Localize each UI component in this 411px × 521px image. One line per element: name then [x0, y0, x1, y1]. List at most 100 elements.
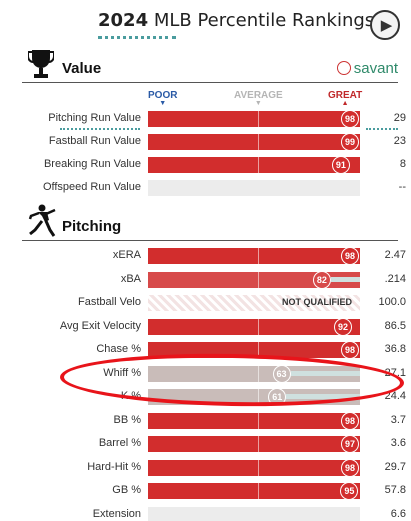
page-header: 2024 MLB Percentile Rankings ▶	[0, 0, 411, 44]
percentile-circle: 99	[341, 133, 359, 151]
percentile-track: 91	[148, 156, 360, 174]
metric-label[interactable]: K %	[120, 390, 141, 402]
average-line	[258, 134, 259, 150]
metric-label[interactable]: Breaking Run Value	[43, 158, 141, 170]
metric-value: --	[398, 181, 406, 193]
average-line	[258, 412, 259, 429]
percentile-bar	[148, 365, 360, 382]
percentile-circle: 98	[341, 411, 359, 430]
percentile-row: Chase % 98 36.8	[0, 339, 411, 361]
metric-label[interactable]: xERA	[112, 249, 141, 261]
pitching-section-header: Pitching	[22, 204, 398, 242]
metric-value: 100.0	[378, 296, 406, 308]
metric-value: 2.47	[384, 249, 406, 261]
percentile-circle: 61	[268, 388, 287, 406]
percentile-row: Fastball Run Value 99 23	[0, 131, 411, 153]
metric-label[interactable]: Fastball Velo	[78, 296, 141, 308]
page-title: 2024 MLB Percentile Rankings	[98, 10, 375, 31]
savant-logo[interactable]: savant	[336, 60, 398, 77]
percentile-row: Barrel % 97 3.6	[0, 433, 411, 455]
percentile-remainder	[330, 276, 360, 282]
percentile-track: 61	[148, 388, 360, 406]
percentile-circle: 98	[341, 110, 359, 128]
metric-value: 29.7	[384, 460, 406, 473]
metric-label[interactable]: Avg Exit Velocity	[59, 319, 141, 332]
percentile-row: BB % 98 3.7	[0, 410, 411, 432]
percentile-circle: 98	[341, 247, 359, 265]
percentile-remainder	[290, 370, 360, 376]
metric-label[interactable]: Fastball Run Value	[48, 135, 141, 147]
play-button[interactable]: ▶	[370, 10, 400, 40]
section-title-pitching: Pitching	[62, 218, 122, 235]
percentile-track: 92	[148, 317, 360, 336]
percentile-row: GB % 95 57.8	[0, 480, 411, 502]
average-line	[258, 248, 259, 264]
percentile-bar	[148, 248, 360, 264]
metric-value: 23	[393, 135, 406, 147]
percentile-bar	[148, 342, 360, 358]
metric-label[interactable]: Barrel %	[98, 437, 141, 449]
percentile-bar	[148, 436, 360, 452]
percentile-track: 82	[148, 270, 360, 289]
percentile-track: 63	[148, 364, 360, 383]
percentile-bar	[148, 459, 360, 476]
metric-value: 27.1	[384, 366, 406, 379]
percentile-remainder	[286, 394, 360, 399]
metric-value: 36.8	[384, 343, 406, 355]
pitcher-icon	[28, 204, 56, 237]
metric-label[interactable]: GB %	[112, 484, 141, 496]
metric-label[interactable]: Extension	[92, 507, 141, 520]
title-underline	[98, 36, 176, 39]
average-line	[258, 157, 259, 173]
metric-label[interactable]: xBA	[120, 272, 141, 285]
value-section-header: Value savant	[22, 50, 398, 88]
percentile-bar	[148, 157, 360, 173]
percentile-row: Breaking Run Value 91 8	[0, 154, 411, 176]
label-underline	[60, 128, 140, 130]
trophy-icon	[28, 50, 54, 78]
section-divider	[22, 240, 398, 241]
metric-label[interactable]: Offspeed Run Value	[42, 181, 141, 193]
play-icon: ▶	[380, 16, 393, 34]
metric-value: 86.5	[384, 319, 406, 332]
section-divider	[22, 82, 398, 83]
average-line	[258, 318, 259, 335]
average-line	[258, 111, 259, 127]
percentile-circle: 82	[312, 270, 331, 289]
percentile-circle: 97	[341, 435, 359, 453]
metric-value: 3.7	[390, 413, 406, 426]
percentile-circle: 95	[340, 482, 359, 500]
average-line	[258, 271, 259, 288]
metric-label[interactable]: Hard-Hit %	[87, 460, 141, 473]
average-line	[258, 459, 259, 476]
percentile-bar	[148, 483, 360, 499]
percentile-row: xBA 82 .214	[0, 269, 411, 291]
baseball-icon	[336, 61, 351, 75]
metric-label[interactable]: Pitching Run Value	[48, 112, 141, 124]
percentile-bar	[148, 318, 360, 335]
average-line	[258, 436, 259, 452]
average-line	[258, 483, 259, 499]
not-qualified-label: NOT QUALIFIED	[282, 297, 352, 307]
percentile-circle: 91	[331, 156, 350, 174]
metric-value: 24.4	[384, 390, 406, 402]
percentile-track: 97	[148, 435, 360, 453]
metric-value: .214	[384, 272, 406, 285]
percentile-bar	[148, 111, 360, 127]
percentile-track: 98	[148, 458, 360, 477]
percentile-circle: 98	[341, 341, 359, 359]
percentile-row: Hard-Hit % 98 29.7	[0, 457, 411, 479]
percentile-row: Offspeed Run Value --	[0, 177, 411, 199]
percentile-row: Pitching Run Value 98 29	[0, 108, 411, 130]
percentile-row: K % 61 24.4	[0, 386, 411, 408]
metric-value: 6.6	[390, 507, 406, 520]
percentile-track: 98	[148, 411, 360, 430]
average-line	[258, 365, 259, 382]
percentile-track	[148, 180, 360, 196]
average-line	[258, 389, 259, 405]
percentile-row: Fastball Velo NOT QUALIFIED 100.0	[0, 292, 411, 314]
metric-label[interactable]: BB %	[113, 413, 141, 426]
metric-label[interactable]: Whiff %	[103, 366, 141, 379]
percentile-circle: 92	[334, 317, 353, 336]
metric-label[interactable]: Chase %	[96, 343, 141, 355]
